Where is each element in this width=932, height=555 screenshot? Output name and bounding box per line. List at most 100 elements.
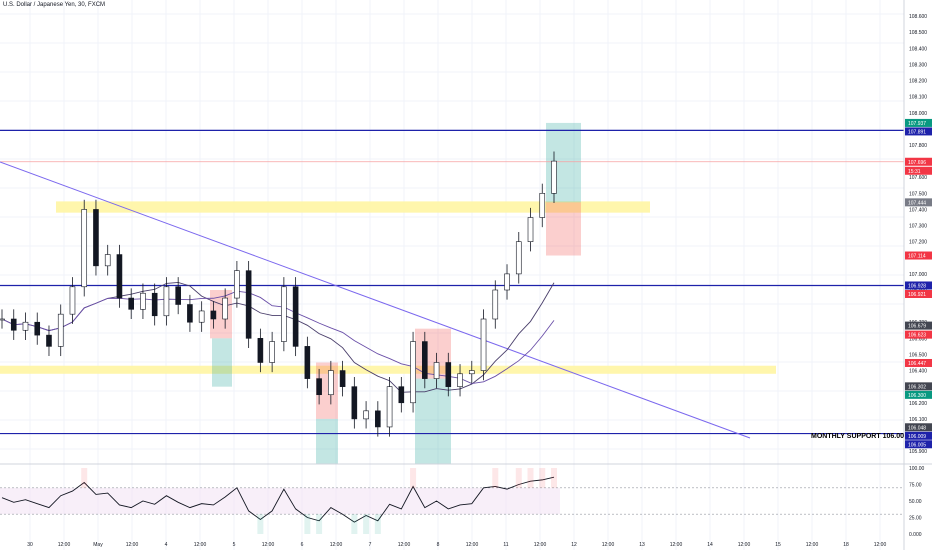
- price-tick-label: 108.600: [909, 14, 927, 20]
- long-position-stop-zone: [546, 202, 581, 256]
- candle-body: [269, 341, 275, 363]
- price-badge: [905, 157, 932, 166]
- rsi-tick-label: 0.000: [909, 532, 922, 538]
- rsi-band: [0, 487, 560, 515]
- time-tick-label: 5: [233, 542, 236, 548]
- candle-body: [410, 341, 416, 404]
- time-tick-label: 12:00: [602, 542, 615, 548]
- candle-body: [234, 270, 240, 299]
- candle-body: [104, 254, 111, 267]
- rsi-tick-label: 25.00: [909, 516, 922, 522]
- price-badge: [905, 251, 932, 260]
- price-badge-text: 106.009: [908, 434, 926, 440]
- time-tick-label: 14: [707, 542, 713, 548]
- time-tick-label: 12:00: [398, 542, 411, 548]
- descending-trendline: [0, 161, 751, 439]
- time-tick-label: 30: [27, 542, 33, 548]
- rsi-oversold-mark: [304, 514, 311, 534]
- price-badge-text: 107.696: [908, 160, 926, 166]
- candle-body: [187, 304, 193, 323]
- candle-body: [468, 370, 475, 375]
- time-tick-label: 6: [301, 542, 304, 548]
- position-zone: [212, 338, 232, 387]
- time-tick-label: 12:00: [874, 542, 887, 548]
- time-tick-label: 12:00: [194, 542, 207, 548]
- candle-body: [551, 160, 557, 194]
- price-tick-label: 108.500: [909, 30, 927, 36]
- supply-demand-zone: [0, 365, 776, 374]
- time-axis[interactable]: 30 12:00 May 12:00 4 12:00 5 12:00 6 12:00 7 12:00 8…: [27, 542, 886, 548]
- price-tick-label: 106.400: [909, 369, 927, 375]
- price-badges: 107.937 107.891 107.696 15:31 107.444 107.114…: [905, 118, 932, 449]
- price-badge-text: 106.921: [908, 292, 926, 298]
- time-tick-label: 12:00: [126, 542, 139, 548]
- rsi-overbought-mark: [551, 468, 557, 488]
- supply-demand-zone: [56, 201, 650, 213]
- price-badge: [905, 166, 932, 175]
- time-tick-label: 12:00: [738, 542, 751, 548]
- candle-body: [398, 386, 405, 404]
- candle-body: [492, 289, 499, 320]
- price-tick-label: 108.400: [909, 46, 927, 52]
- rsi-tick-label: 50.00: [909, 499, 922, 505]
- candle-body: [422, 341, 428, 379]
- time-tick-label: 12:00: [58, 542, 71, 548]
- grid: [0, 0, 904, 550]
- position-zone: [316, 418, 338, 464]
- candle-body: [140, 292, 146, 310]
- price-badge-text: 106.447: [908, 361, 926, 367]
- candle-body: [93, 209, 99, 267]
- price-tick-label: 107.000: [909, 272, 927, 278]
- price-badge-text: 106.928: [908, 283, 926, 289]
- candle-body: [151, 292, 158, 317]
- price-badge: [905, 423, 932, 432]
- price-tick-label: 107.500: [909, 191, 927, 197]
- candle-body: [69, 286, 76, 315]
- rsi-overbought-mark: [492, 468, 499, 488]
- candle-body: [10, 318, 17, 331]
- price-badge-text: 107.444: [908, 200, 926, 206]
- price-badge: [905, 281, 932, 290]
- trendline[interactable]: [0, 161, 751, 439]
- candle-body: [433, 362, 440, 379]
- candle-body: [515, 241, 522, 275]
- price-badge-text: 106.005: [908, 442, 926, 448]
- time-tick-label: 12:00: [806, 542, 819, 548]
- price-tick-label: 107.800: [909, 143, 927, 149]
- candle-body: [245, 270, 252, 339]
- time-tick-label: 12:00: [534, 542, 547, 548]
- price-badge: [905, 198, 932, 207]
- candle-body: [163, 286, 170, 317]
- time-tick-label: 12:00: [262, 542, 275, 548]
- candle-body: [198, 310, 205, 323]
- price-badge: [905, 390, 932, 399]
- price-badge-text: 107.937: [908, 121, 926, 127]
- rsi-oversold-mark: [374, 514, 381, 534]
- price-badge: [905, 382, 932, 391]
- horizontal-levels[interactable]: [0, 129, 904, 435]
- time-tick-label: 18: [843, 542, 849, 548]
- candle-body: [316, 378, 322, 396]
- rsi-overbought-mark: [410, 468, 417, 488]
- price-badge-text: 107.891: [908, 129, 926, 135]
- candle-body: [480, 318, 487, 371]
- rsi-overbought-mark: [527, 468, 534, 488]
- candle-body: [292, 286, 299, 347]
- time-tick-label: 8: [437, 542, 440, 548]
- price-badge: [905, 440, 932, 449]
- rsi-tick-label: 75.00: [909, 483, 922, 489]
- candle-body: [22, 321, 29, 331]
- price-tick-label: 106.100: [909, 417, 927, 423]
- candle-body: [128, 297, 134, 310]
- time-tick-label: 12:00: [670, 542, 683, 548]
- price-badge: [905, 289, 932, 298]
- candle-body: [457, 373, 463, 387]
- rsi-oversold-mark: [363, 514, 370, 534]
- drawing-zones[interactable]: [0, 122, 776, 464]
- price-tick-label: 108.100: [909, 95, 927, 101]
- candle-body: [527, 217, 534, 242]
- price-tick-label: 107.300: [909, 224, 927, 230]
- price-tick-label: 107.400: [909, 207, 927, 213]
